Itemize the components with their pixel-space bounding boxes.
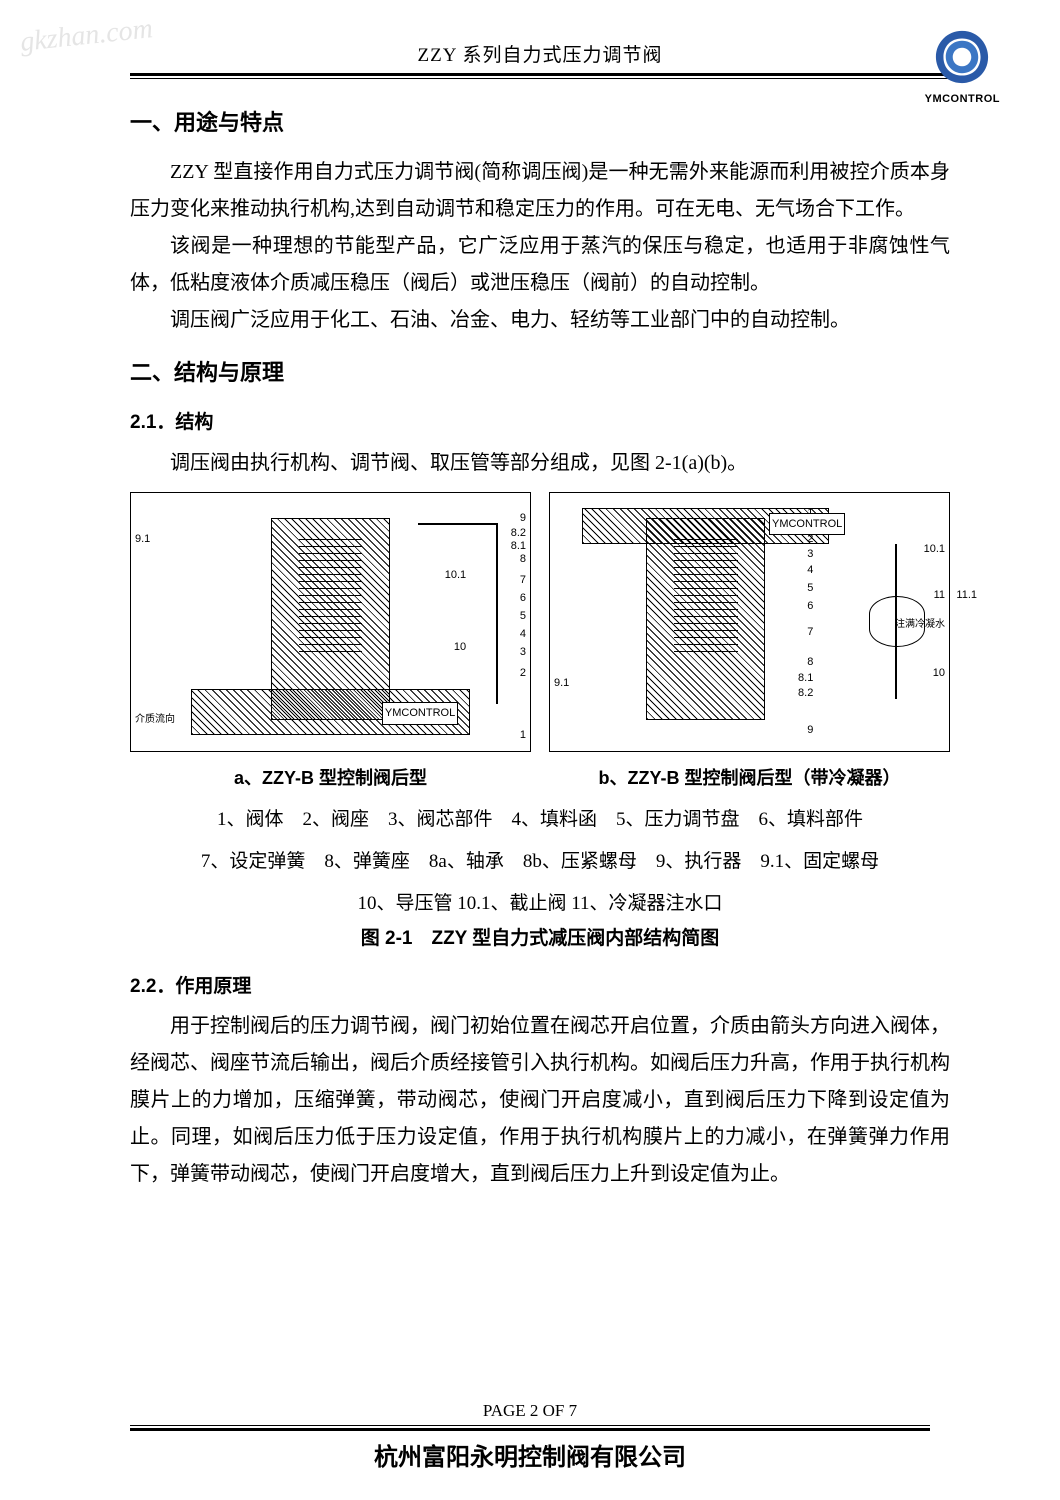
brand-name: YMCONTROL (925, 93, 1000, 105)
figA-caption: a、ZZY-B 型控制阀后型 (130, 762, 531, 795)
s22-p1: 用于控制阀后的压力调节阀，阀门初始位置在阀芯开启位置，介质由箭头方向进入阀体，经… (130, 1008, 950, 1193)
figB-6: 6 (807, 596, 813, 616)
figA-flow-label: 介质流向 (135, 711, 175, 730)
s1-p3: 调压阀广泛应用于化工、石油、冶金、电力、轻纺等工业部门中的自动控制。 (130, 302, 950, 339)
figB-10: 10 (933, 663, 945, 683)
figure-b: 9.1 1 2 3 4 5 6 7 8 8.1 8.2 9 10.1 11 11… (549, 492, 950, 795)
figA-c-8: 8 (520, 549, 526, 569)
s1-p1: ZZY 型直接作用自力式压力调节阀(简称调压阀)是一种无需外来能源而利用被控介质… (130, 154, 950, 228)
figA-brand: YMCONTROL (382, 702, 458, 724)
figure-main-title: 图 2-1 ZZY 型自力式减压阀内部结构简图 (130, 921, 950, 956)
swirl-icon (933, 28, 991, 86)
s21-p1: 调压阀由执行机构、调节阀、取压管等部分组成，见图 2-1(a)(b)。 (130, 445, 950, 482)
doc-title: ZZY 系列自力式压力调节阀 (418, 40, 663, 67)
parts-line3: 10、导压管 10.1、截止阀 11、冷凝器注水口 (130, 887, 950, 921)
page-header: ZZY 系列自力式压力调节阀 YMCONTROL (130, 40, 950, 76)
parts-line2: 7、设定弹簧 8、弹簧座 8a、轴承 8b、压紧螺母 9、执行器 9.1、固定螺… (130, 845, 950, 879)
page-number: PAGE 2 OF 7 (0, 1401, 1060, 1421)
figB-101: 10.1 (924, 539, 945, 559)
section-22-title: 2.2．作用原理 (130, 969, 950, 1004)
figB-caption: b、ZZY-B 型控制阀后型（带冷凝器） (549, 762, 950, 795)
figB-11: 11 (934, 585, 945, 605)
page-footer: PAGE 2 OF 7 杭州富阳永明控制阀有限公司 (0, 1401, 1060, 1472)
section-21-title: 2.1．结构 (130, 405, 950, 440)
figB-brand: YMCONTROL (769, 513, 845, 535)
section-2-title: 二、结构与原理 (130, 353, 950, 394)
figure-row: 9.1 9 8.2 8.1 8 7 6 5 4 3 2 1 10.1 10 介质… (130, 492, 950, 795)
figA-10: 10 (454, 637, 466, 657)
figB-111: 11.1 (956, 585, 977, 605)
figA-c-3: 3 (520, 642, 526, 662)
section-1-title: 一、用途与特点 (130, 103, 950, 144)
figB-91: 9.1 (554, 673, 569, 693)
figA-c-1: 1 (520, 725, 526, 745)
s1-p2: 该阀是一种理想的节能型产品，它广泛应用于蒸汽的保压与稳定，也适用于非腐蚀性气体，… (130, 228, 950, 302)
figA-101: 10.1 (445, 565, 466, 585)
parts-line1: 1、阀体 2、阀座 3、阀芯部件 4、填料函 5、压力调节盘 6、填料部件 (130, 803, 950, 837)
figB-7: 7 (807, 622, 813, 642)
content-body: 一、用途与特点 ZZY 型直接作用自力式压力调节阀(简称调压阀)是一种无需外来能… (130, 103, 950, 1193)
figA-callout-9-1: 9.1 (135, 529, 150, 549)
figA-c-2: 2 (520, 663, 526, 683)
figB-9: 9 (807, 720, 813, 740)
figure-a: 9.1 9 8.2 8.1 8 7 6 5 4 3 2 1 10.1 10 介质… (130, 492, 531, 795)
figB-cond-label: 注满冷凝水 (895, 616, 945, 635)
figB-82: 8.2 (798, 683, 813, 703)
company-name: 杭州富阳永明控制阀有限公司 (0, 1437, 1060, 1472)
brand-logo: YMCONTROL (925, 28, 1000, 105)
